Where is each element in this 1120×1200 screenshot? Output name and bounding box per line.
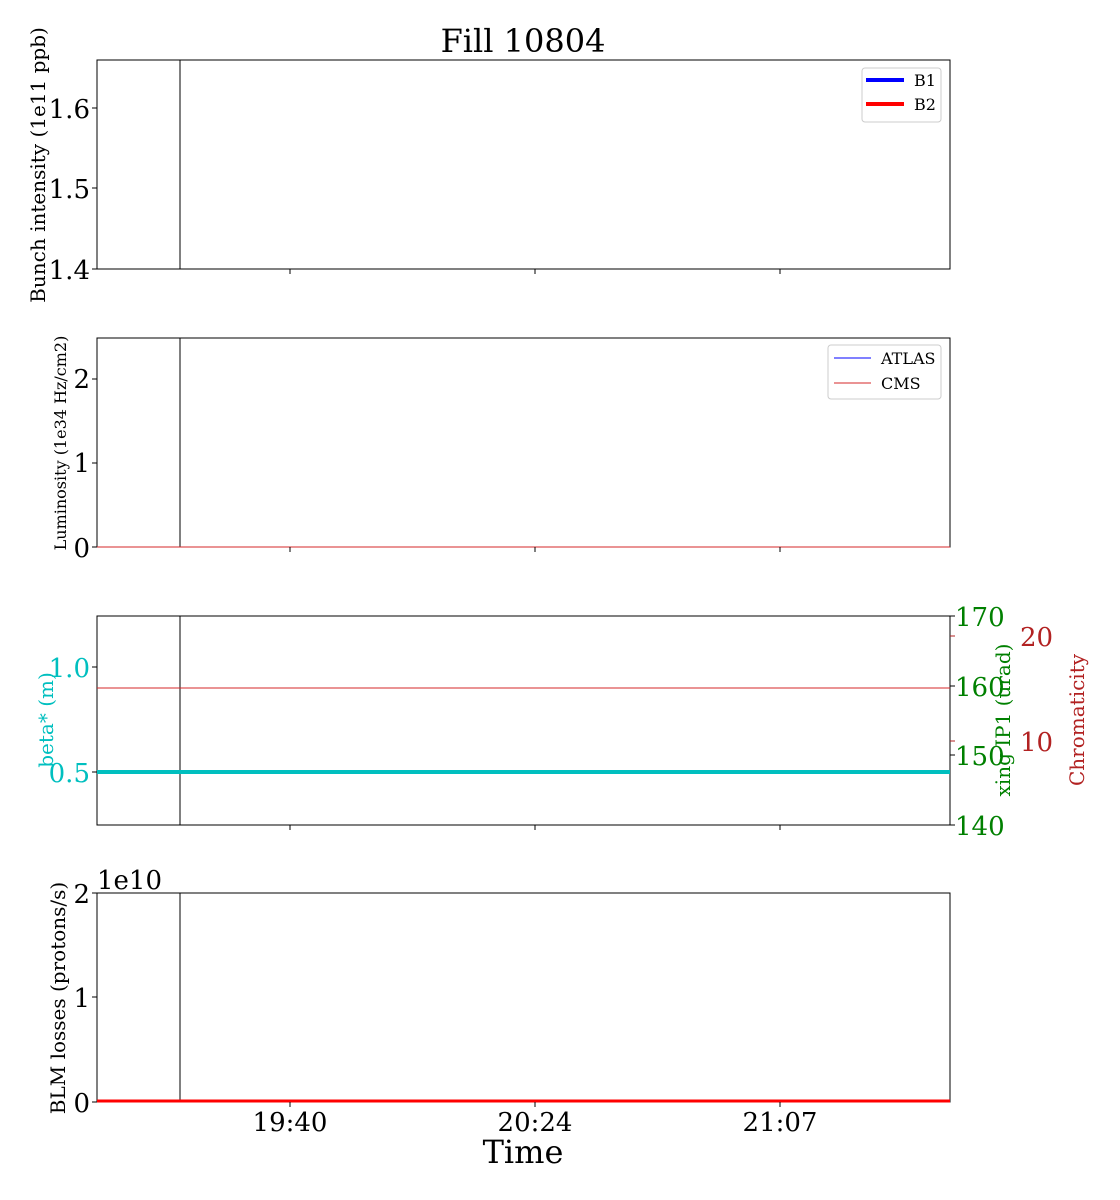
panel-bunch-intensity: 1.4 1.5 1.6 Bunch intensity (1e11 ppb) B… — [26, 27, 951, 303]
panel-4-ylabel: BLM losses (protons/s) — [46, 882, 70, 1114]
xing-axis-label: xing IP1 (urad) — [991, 644, 1015, 797]
xtick-label-1: 19:40 — [253, 1108, 328, 1138]
panel-1-ytick-1: 1.4 — [49, 256, 90, 286]
panel-1-ytick-2: 1.5 — [49, 175, 90, 205]
figure-title: Fill 10804 — [441, 22, 606, 60]
legend-label-cms: CMS — [881, 374, 921, 393]
xing-ytick-4: 170 — [955, 603, 1005, 633]
panel-optics: 0.5 1.0 beta* (m) 140 150 160 170 xing I… — [34, 603, 1089, 842]
panel-4-offset-text: 1e10 — [97, 866, 162, 896]
panel-4-ytick-1: 0 — [73, 1089, 90, 1119]
panel-3-ytick-2: 1.0 — [49, 654, 90, 684]
legend-label-b1: B1 — [914, 71, 936, 90]
xtick-label-3: 21:07 — [743, 1108, 818, 1138]
chroma-ytick-2: 20 — [1020, 623, 1053, 653]
panel-luminosity: 0 1 2 Luminosity (1e34 Hz/cm2) ATLAS CMS — [51, 336, 951, 564]
chroma-axis-label: Chromaticity — [1065, 653, 1089, 786]
legend-label-atlas: ATLAS — [880, 349, 936, 368]
panel-1-ylabel: Bunch intensity (1e11 ppb) — [26, 27, 50, 303]
panel-4-ytick-3: 2 — [73, 880, 90, 910]
panel-2-frame — [96, 337, 951, 548]
panel-1-legend: B1 B2 — [861, 67, 942, 123]
panel-2-ytick-1: 0 — [73, 534, 90, 564]
panel-3-ylabel: beta* (m) — [34, 672, 58, 768]
panel-1-ytick-3: 1.6 — [49, 95, 90, 125]
panel-1-frame — [96, 59, 951, 270]
panel-2-ytick-2: 1 — [73, 449, 90, 479]
legend-label-b2: B2 — [914, 95, 936, 114]
panel-3-ytick-1: 0.5 — [49, 759, 90, 789]
panel-blm-losses: 1e10 0 1 2 19:40 20:24 21:07 BLM losses … — [46, 866, 951, 1138]
xing-ytick-1: 140 — [955, 812, 1005, 842]
chroma-ytick-1: 10 — [1020, 728, 1053, 758]
panel-4-ytick-2: 1 — [73, 984, 90, 1014]
panel-2-legend: ATLAS CMS — [827, 344, 942, 400]
xing-ytick-2: 150 — [955, 742, 1005, 772]
panel-2-ytick-3: 2 — [73, 365, 90, 395]
xing-ytick-3: 160 — [955, 673, 1005, 703]
panel-4-frame — [96, 892, 951, 1103]
panel-3-frame — [96, 615, 951, 826]
x-axis-label: Time — [483, 1133, 564, 1171]
panel-2-ylabel: Luminosity (1e34 Hz/cm2) — [51, 336, 70, 551]
xtick-label-2: 20:24 — [498, 1108, 573, 1138]
